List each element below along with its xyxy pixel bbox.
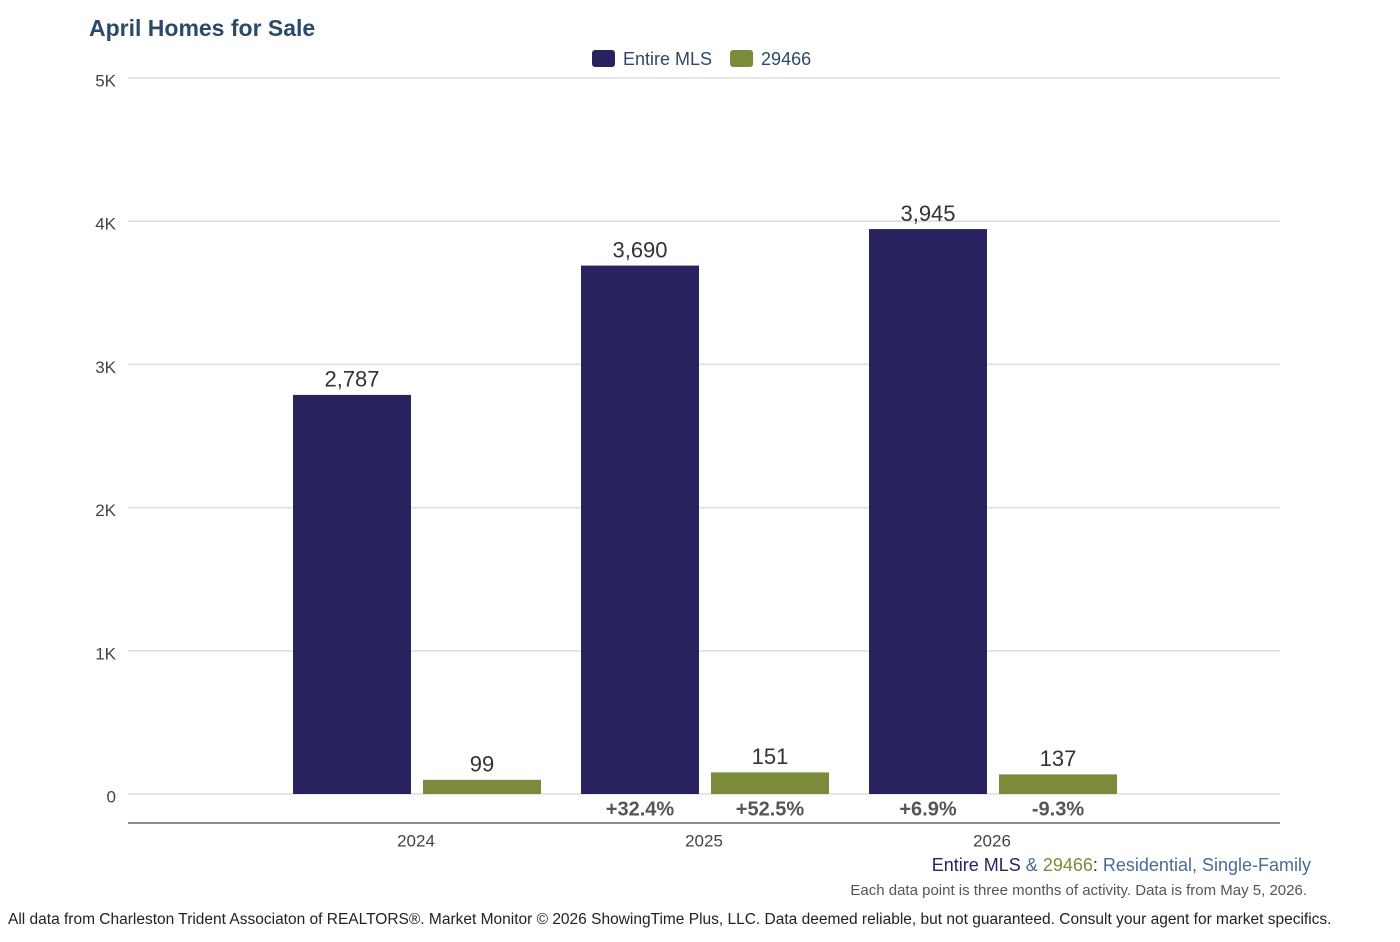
y-tick-label: 2K	[95, 501, 116, 520]
value-label: 151	[752, 744, 789, 769]
y-tick-label: 3K	[95, 358, 116, 377]
bar	[711, 772, 829, 794]
value-label: 99	[470, 752, 494, 777]
value-label: 137	[1040, 746, 1077, 771]
note-after: :	[1093, 855, 1098, 875]
bar	[293, 394, 411, 794]
x-tick-label: 2025	[685, 831, 723, 850]
bar	[999, 774, 1117, 794]
bar	[423, 779, 541, 794]
legend-swatch	[592, 50, 615, 67]
value-label: 3,690	[612, 237, 667, 262]
note-segment: Residential, Single-Family	[1103, 855, 1311, 875]
value-label: 3,945	[900, 201, 955, 226]
change-label: +32.4%	[606, 798, 675, 820]
note-series: 29466	[1043, 855, 1093, 875]
note-series: Entire MLS	[932, 855, 1021, 875]
y-tick-label: 0	[107, 787, 116, 806]
y-tick-label: 4K	[95, 215, 116, 234]
value-label: 2,787	[324, 367, 379, 392]
source-note: All data from Charleston Trident Associa…	[8, 911, 1331, 928]
bar	[581, 265, 699, 794]
y-tick-label: 1K	[95, 644, 116, 663]
note-joiner: &	[1026, 855, 1038, 875]
change-label: -9.3%	[1032, 798, 1084, 820]
y-tick-label: 5K	[95, 71, 116, 90]
bar	[869, 229, 987, 795]
chart-title: April Homes for Sale	[89, 15, 315, 41]
legend-swatch	[730, 50, 754, 67]
change-label: +6.9%	[899, 798, 956, 820]
series-note: Entire MLS & 29466: Residential, Single-…	[932, 855, 1311, 875]
legend-label: 29466	[761, 49, 811, 69]
legend-label: Entire MLS	[623, 49, 712, 69]
x-tick-label: 2024	[397, 831, 435, 850]
change-label: +52.5%	[736, 798, 805, 820]
period-note: Each data point is three months of activ…	[850, 882, 1307, 899]
x-tick-label: 2026	[973, 831, 1011, 850]
